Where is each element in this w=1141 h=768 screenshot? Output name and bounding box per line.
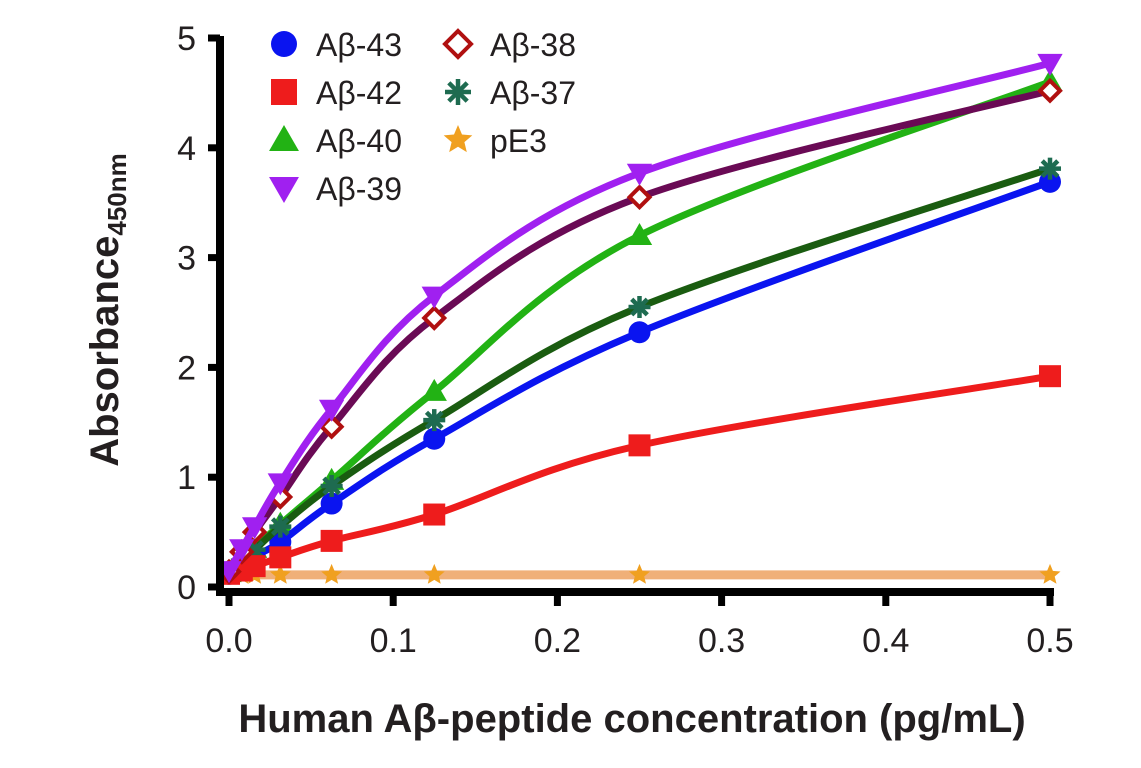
data-point-a-37 xyxy=(628,296,651,319)
data-point-a-42 xyxy=(423,503,446,526)
data-point-pe3 xyxy=(1039,563,1061,584)
data-point-pe3 xyxy=(629,563,650,584)
data-point-pe3 xyxy=(269,563,291,584)
x-tick-label: 0.2 xyxy=(534,622,581,660)
x-axis-title: Human Aβ-peptide concentration (pg/mL) xyxy=(238,697,1025,741)
legend: Aβ-43 Aβ-42 Aβ-40 Aβ-39 Aβ-38 Aβ-37 pE3 xyxy=(269,27,576,207)
legend-marker-a-38 xyxy=(442,28,474,60)
legend-label: Aβ-37 xyxy=(490,75,576,111)
data-point-pe3 xyxy=(321,563,343,584)
y-tick-label: 4 xyxy=(177,130,196,168)
x-tick-label: 0.4 xyxy=(862,622,909,660)
data-point-a-39 xyxy=(229,539,255,562)
data-point-a-42 xyxy=(269,546,292,569)
legend-item-a-42: Aβ-42 xyxy=(271,75,402,111)
data-point-a-40 xyxy=(421,378,447,401)
data-point-a-43 xyxy=(423,427,446,450)
y-axis-title-subscript: 450nm xyxy=(102,153,132,235)
series-a-39 xyxy=(216,53,1063,584)
y-tick-label: 0 xyxy=(177,569,196,607)
data-point-a-42 xyxy=(320,529,343,552)
data-point-a-38 xyxy=(1037,77,1063,104)
data-point-a-38 xyxy=(421,305,448,331)
x-tick-label: 0.1 xyxy=(370,622,417,660)
data-point-a-39 xyxy=(241,517,268,540)
data-point-a-37 xyxy=(320,474,343,497)
data-point-a-38 xyxy=(318,413,345,440)
data-point-a-42 xyxy=(628,434,651,457)
y-axis-title-main: Absorbance xyxy=(83,236,127,467)
data-point-a-39 xyxy=(267,473,293,496)
legend-label: Aβ-42 xyxy=(316,75,402,111)
data-point-a-43 xyxy=(320,492,343,515)
legend-label: Aβ-39 xyxy=(316,171,402,207)
legend-marker-a-40 xyxy=(269,125,299,152)
legend-item-a-39: Aβ-39 xyxy=(269,171,402,207)
legend-label: Aβ-43 xyxy=(316,27,402,63)
series-layer xyxy=(216,53,1063,585)
y-tick-label: 1 xyxy=(177,459,196,497)
ticks: 0 1 2 3 4 5 0.0 0.1 0.2 0.3 0.4 0.5 xyxy=(177,20,1074,660)
x-tick-label: 0.0 xyxy=(205,622,252,660)
series-pe3 xyxy=(218,563,1061,584)
legend-item-a-43: Aβ-43 xyxy=(271,27,402,63)
x-tick-label: 0.3 xyxy=(698,622,745,660)
y-axis-title: Absorbance450nm xyxy=(83,153,132,467)
legend-marker-pe3 xyxy=(443,125,473,153)
legend-marker-a-42 xyxy=(271,79,297,105)
data-point-a-39 xyxy=(421,286,447,309)
legend-label: pE3 xyxy=(490,123,547,159)
y-tick-label: 3 xyxy=(177,240,196,278)
svg-text:Absorbance450nm: Absorbance450nm xyxy=(83,153,132,467)
legend-item-a-40: Aβ-40 xyxy=(269,123,402,159)
y-tick-label: 5 xyxy=(177,20,196,58)
data-point-pe3 xyxy=(423,563,445,584)
legend-item-a-37: Aβ-37 xyxy=(445,75,576,111)
legend-item-pe3: pE3 xyxy=(443,123,547,159)
x-tick-label: 0.5 xyxy=(1026,622,1073,660)
y-tick-label: 2 xyxy=(177,349,196,387)
legend-marker-a-43 xyxy=(271,31,297,57)
data-point-a-37 xyxy=(423,409,446,432)
data-point-a-42 xyxy=(243,555,266,578)
data-point-a-39 xyxy=(626,163,653,186)
legend-marker-a-39 xyxy=(269,176,299,203)
data-point-a-43 xyxy=(628,321,651,344)
data-point-a-39 xyxy=(1037,53,1063,76)
legend-item-a-38: Aβ-38 xyxy=(442,27,576,63)
data-point-a-40 xyxy=(626,222,653,245)
series-line-a-39 xyxy=(225,59,1054,575)
legend-label: Aβ-40 xyxy=(316,123,402,159)
data-point-a-38 xyxy=(626,184,653,211)
legend-marker-a-37 xyxy=(445,79,471,105)
axes xyxy=(216,36,1054,596)
legend-label: Aβ-38 xyxy=(490,27,576,63)
data-point-a-39 xyxy=(318,399,345,422)
data-point-a-37 xyxy=(269,515,292,538)
data-point-a-37 xyxy=(1039,157,1061,180)
data-point-a-42 xyxy=(1039,365,1061,388)
